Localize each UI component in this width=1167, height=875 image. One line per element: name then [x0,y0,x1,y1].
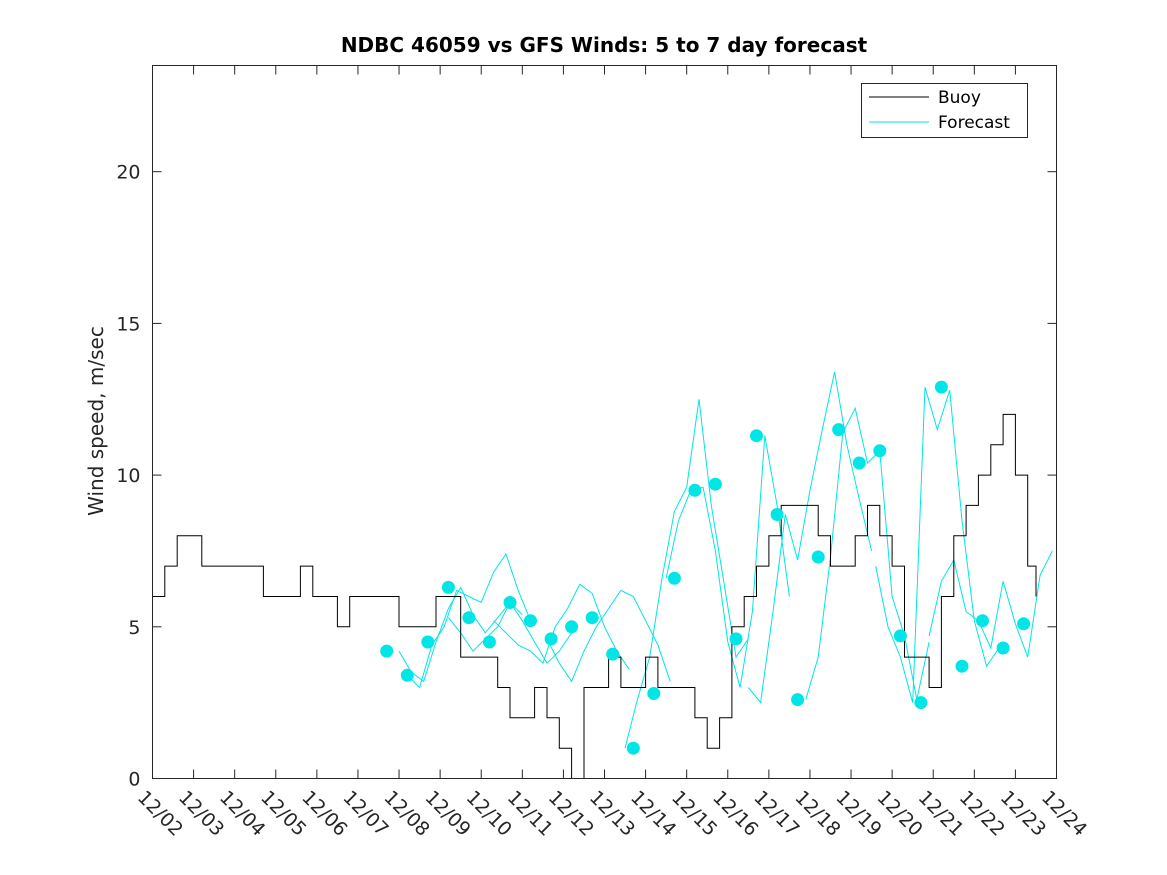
forecast-point [976,614,989,628]
legend: Buoy Forecast [861,83,1028,138]
forecast-point [482,635,496,649]
forecast-point [524,614,537,628]
forecast-series-line [928,550,1053,658]
chart-title: NDBC 46059 vs GFS Winds: 5 to 7 day fore… [341,33,868,57]
forecast-series-line [546,589,671,683]
forecast-point [606,647,620,661]
y-tick-label: 0 [128,769,140,791]
forecast-markers [380,380,1031,755]
legend-forecast-label: Forecast [938,113,1010,133]
forecast-point [667,571,681,585]
forecast-point [585,611,599,625]
forecast-point [893,629,907,643]
forecast-point [791,693,805,707]
forecast-point [626,741,640,755]
forecast-point [955,659,969,673]
forecast-series-line [406,552,531,689]
forecast-series-line [493,583,630,670]
forecast-point [934,380,948,394]
forecast-point [729,632,743,646]
y-tick-label: 20 [116,162,140,184]
forecast-point [400,668,414,682]
forecast-point [380,644,394,658]
forecast-series-line [747,371,873,704]
legend-box [861,83,1028,138]
forecast-point [565,620,579,634]
forecast-series-line [875,386,1000,703]
legend-buoy-label: Buoy [938,88,981,108]
forecast-point [647,687,661,700]
y-axis: 0 5 10 15 20 [116,162,1057,791]
forecast-series-line [398,586,523,683]
buoy-line-group [152,413,1037,779]
y-tick-label: 10 [116,465,140,487]
forecast-point [441,580,455,594]
forecast-series-line [665,435,790,688]
forecast-point [750,429,763,443]
forecast-point [811,550,825,564]
forecast-point [1017,617,1031,631]
y-tick-label: 15 [116,313,140,335]
forecast-point [503,596,517,609]
forecast-point [996,641,1010,655]
forecast-point [770,508,784,521]
forecast-lines [398,371,1053,749]
forecast-point [873,444,887,458]
y-axis-label: Wind speed, m/sec [84,326,108,516]
y-tick-label: 5 [128,617,140,639]
forecast-point [462,611,476,625]
forecast-point [544,632,558,646]
forecast-point [421,635,435,649]
forecast-point [832,423,846,437]
forecast-point [852,456,866,470]
forecast-point [708,477,722,491]
buoy-line [152,413,1037,779]
forecast-point [914,696,928,710]
forecast-point [688,483,702,497]
